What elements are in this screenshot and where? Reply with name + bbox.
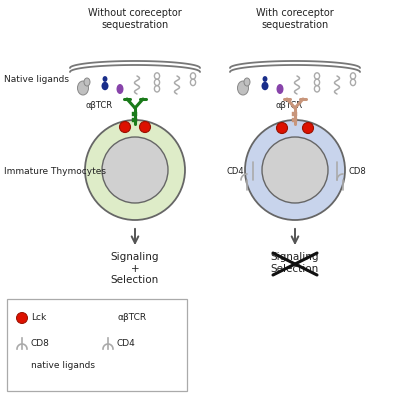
Ellipse shape xyxy=(262,76,268,82)
Text: αβTCR: αβTCR xyxy=(86,102,113,110)
Text: Signaling
Selection: Signaling Selection xyxy=(271,252,319,274)
Text: αβTCR: αβTCR xyxy=(275,102,303,110)
FancyBboxPatch shape xyxy=(107,325,109,327)
Circle shape xyxy=(277,122,288,134)
Ellipse shape xyxy=(102,76,108,82)
Circle shape xyxy=(85,120,185,220)
Ellipse shape xyxy=(238,81,249,95)
Text: CD8: CD8 xyxy=(31,338,50,348)
FancyBboxPatch shape xyxy=(292,112,297,116)
Ellipse shape xyxy=(262,82,268,90)
Text: CD4: CD4 xyxy=(117,338,136,348)
Ellipse shape xyxy=(84,78,90,86)
Circle shape xyxy=(17,312,28,324)
Ellipse shape xyxy=(117,84,123,94)
Circle shape xyxy=(262,137,328,203)
Circle shape xyxy=(102,137,168,203)
FancyBboxPatch shape xyxy=(132,112,138,116)
Text: Without coreceptor
sequestration: Without coreceptor sequestration xyxy=(88,8,182,30)
Text: CD4: CD4 xyxy=(226,168,244,176)
Circle shape xyxy=(303,122,314,134)
Text: Signaling
+
Selection: Signaling + Selection xyxy=(111,252,159,285)
Ellipse shape xyxy=(78,81,89,95)
Ellipse shape xyxy=(244,78,250,86)
FancyBboxPatch shape xyxy=(292,118,297,122)
Circle shape xyxy=(139,122,151,132)
Text: With coreceptor
sequestration: With coreceptor sequestration xyxy=(256,8,334,30)
FancyBboxPatch shape xyxy=(132,118,138,122)
Text: Native ligands: Native ligands xyxy=(4,76,69,84)
Text: Lck: Lck xyxy=(31,314,46,322)
Ellipse shape xyxy=(102,82,108,90)
Text: αβTCR: αβTCR xyxy=(118,314,147,322)
FancyBboxPatch shape xyxy=(7,299,187,391)
Circle shape xyxy=(119,122,130,132)
Text: CD8: CD8 xyxy=(348,168,366,176)
Ellipse shape xyxy=(277,84,284,94)
Text: native ligands: native ligands xyxy=(31,362,95,370)
Circle shape xyxy=(245,120,345,220)
Text: Immature Thymocytes: Immature Thymocytes xyxy=(4,168,106,176)
FancyBboxPatch shape xyxy=(107,322,109,324)
